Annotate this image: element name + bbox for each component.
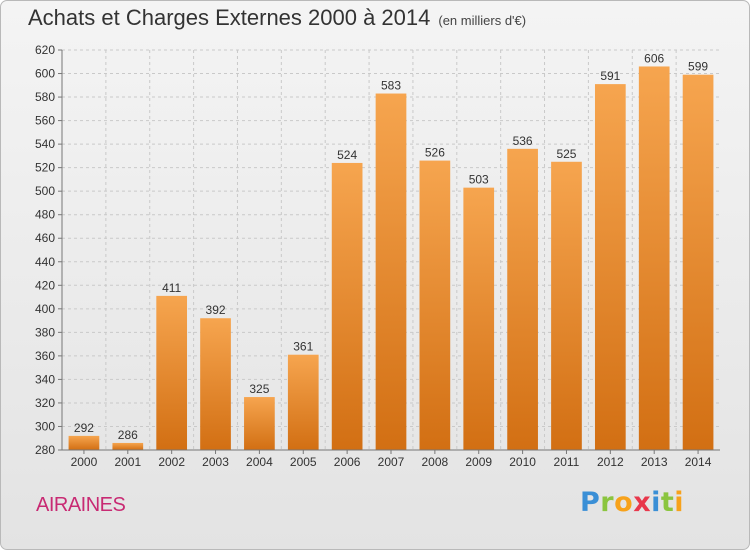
y-tick-label-280: 280 [35,443,55,457]
x-tick-label-2012: 2012 [597,455,624,469]
x-tick-label-2009: 2009 [465,455,492,469]
bar-2013 [638,66,670,451]
data-label-2006: 524 [337,148,357,162]
data-label-2001: 286 [118,428,138,442]
bar-2001 [112,442,144,450]
bar-2014 [682,74,714,451]
axes [58,49,720,454]
data-label-2010: 536 [513,134,533,148]
x-tick-label-2007: 2007 [378,455,405,469]
y-tick-label-340: 340 [35,372,55,386]
logo-letter: i [674,487,685,518]
logo-letter: P [580,487,601,518]
x-tick-label-2002: 2002 [158,455,185,469]
y-tick-label-400: 400 [35,302,55,316]
y-tick-label-540: 540 [35,137,55,151]
bars [68,66,714,451]
proxiti-logo[interactable]: Proxiti [580,487,684,518]
bar-2000 [68,435,100,450]
bar-2011 [551,161,582,450]
x-tick-label-2014: 2014 [685,455,712,469]
y-tick-label-500: 500 [35,184,55,198]
x-tick-label-2006: 2006 [334,455,361,469]
bar-2002 [156,295,188,450]
chart-title-block: Achats et Charges Externes 2000 à 2014 (e… [28,5,526,31]
bar-2004 [244,397,275,450]
bar-2005 [287,354,319,450]
commune-name: AIRAINES [36,494,126,516]
bar-2010 [507,148,538,450]
x-tick-label-2008: 2008 [422,455,449,469]
bar-2007 [375,93,407,450]
data-label-2000: 292 [74,421,94,435]
x-tick-label-2004: 2004 [246,455,273,469]
y-tick-label-520: 520 [35,161,55,175]
data-label-2004: 325 [249,382,269,396]
data-label-2014: 599 [688,60,708,74]
chart-unit: (en milliers d'€) [438,13,527,28]
logo-letter: t [660,487,675,518]
y-tick-label-560: 560 [35,114,55,128]
y-tick-label-600: 600 [35,67,55,81]
y-tick-label-460: 460 [35,231,55,245]
x-tick-label-2000: 2000 [71,455,98,469]
logo-letter: i [651,487,661,518]
x-tick-label-2013: 2013 [641,455,668,469]
y-tick-label-300: 300 [35,419,55,433]
data-label-2002: 411 [162,281,181,295]
y-tick-label-440: 440 [35,255,55,269]
data-label-2013: 606 [644,51,664,65]
y-tick-label-320: 320 [35,396,55,410]
bar-2003 [200,318,231,450]
y-tick-label-620: 620 [35,43,55,57]
data-label-2011: 525 [556,147,576,161]
labels: 280 300 320 340 360 380 400 420 440 460 480 500 520 5… [35,43,712,469]
data-label-2008: 526 [425,146,445,160]
logo-letter: r [600,487,615,518]
bar-2006 [331,162,363,451]
y-tick-label-360: 360 [35,349,55,363]
data-label-2003: 392 [206,303,226,317]
bar-2009 [463,187,495,450]
x-tick-label-2010: 2010 [509,455,536,469]
y-tick-label-380: 380 [35,325,55,339]
y-tick-label-420: 420 [35,278,55,292]
data-label-2007: 583 [381,79,401,93]
x-tick-label-2005: 2005 [290,455,317,469]
bar-2012 [594,84,626,450]
data-label-2012: 591 [600,69,620,83]
bar-2008 [419,160,451,450]
logo-letter: o [614,487,634,518]
data-label-2005: 361 [293,340,313,354]
logo-letter: x [633,487,652,518]
x-tick-label-2001: 2001 [114,455,141,469]
y-tick-label-580: 580 [35,90,55,104]
x-tick-label-2011: 2011 [554,455,580,469]
y-tick-label-480: 480 [35,208,55,222]
chart-title: Achats et Charges Externes 2000 à 2014 [28,5,431,30]
data-label-2009: 503 [469,173,489,187]
x-tick-label-2003: 2003 [202,455,229,469]
